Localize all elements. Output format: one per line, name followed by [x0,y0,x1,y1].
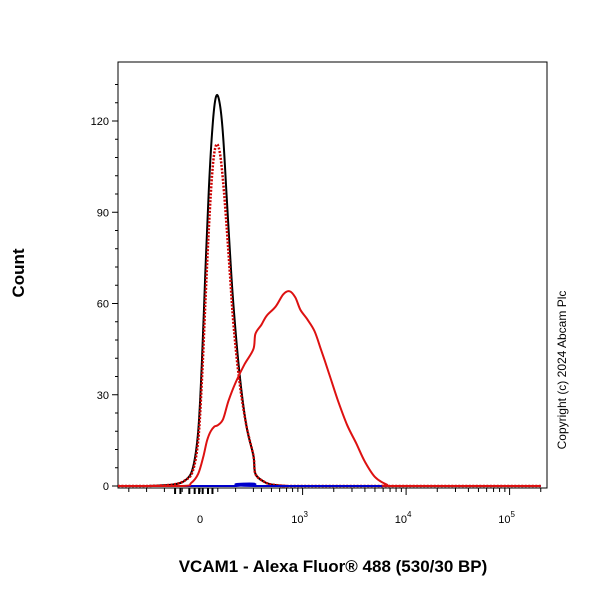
y-tick-label: 60 [97,299,109,311]
series-layer [118,93,541,488]
black-solid-series [118,93,541,488]
blue-series [118,482,541,488]
y-tick-label: 0 [103,481,109,493]
y-tick-label: 120 [91,116,109,128]
red-dotted-series [118,142,541,488]
red-solid-series [118,290,541,488]
y-axis: 0 30 60 90 120 [91,84,118,493]
plot-frame [117,61,548,489]
x-tick-label: 103 [291,510,308,526]
y-axis-title: Count [9,248,28,297]
y-tick-label: 90 [97,207,109,219]
copyright-annotation: Copyright (c) 2024 Abcam Plc [555,291,569,450]
x-tick-label: 0 [197,514,203,526]
x-axis-title: VCAM1 - Alexa Fluor® 488 (530/30 BP) [179,557,488,576]
x-tick-label: 105 [498,510,515,526]
x-axis: 0 103 104 105 [128,488,542,526]
y-tick-label: 30 [97,390,109,402]
x-tick-label: 104 [395,510,412,526]
